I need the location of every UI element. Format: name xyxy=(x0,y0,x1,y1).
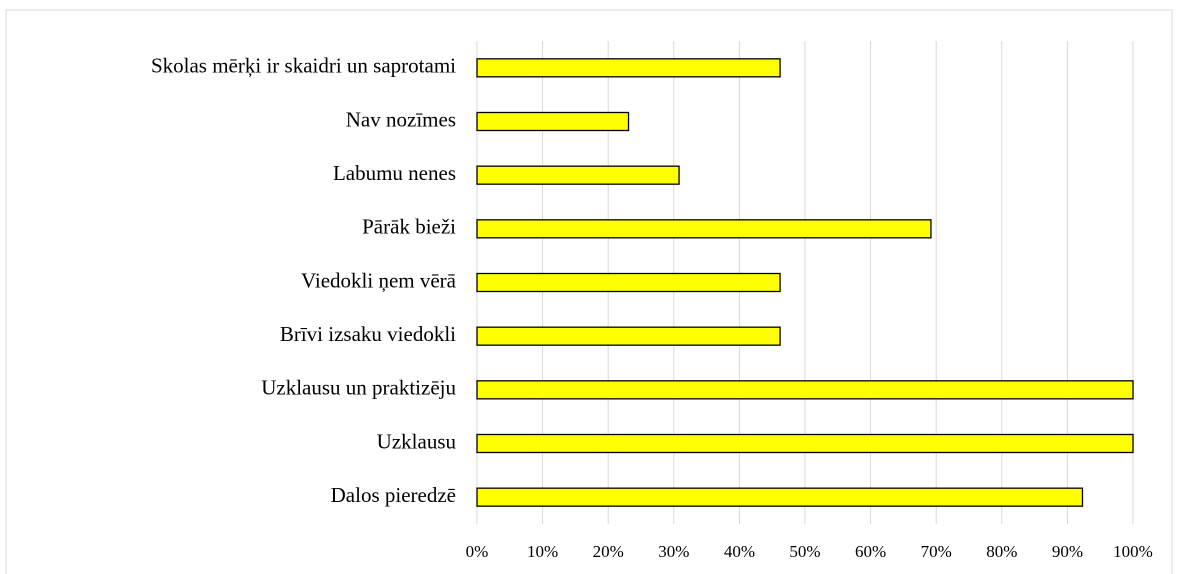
y-tick-label: Nav nozīmes xyxy=(346,107,456,131)
x-tick-label: 20% xyxy=(593,542,624,561)
y-tick-label: Labumu nenes xyxy=(333,161,456,185)
x-tick-label: 40% xyxy=(724,542,755,561)
x-tick-label: 90% xyxy=(1052,542,1083,561)
y-tick-label: Uzklausu xyxy=(377,429,457,453)
bar xyxy=(476,487,1084,507)
x-tick-label: 30% xyxy=(658,542,689,561)
bar xyxy=(476,219,932,239)
y-tick-label: Uzklausu un praktizēju xyxy=(261,376,456,400)
x-tick-label: 70% xyxy=(921,542,952,561)
bar xyxy=(476,433,1134,454)
chart-frame xyxy=(5,9,1173,574)
y-tick-label: Brīvi izsaku viedokli xyxy=(280,322,456,346)
y-tick-label: Dalos pieredzē xyxy=(331,483,456,507)
bar xyxy=(476,58,781,78)
y-tick-label: Pārāk bieži xyxy=(362,215,456,239)
x-tick-label: 50% xyxy=(789,542,820,561)
bar xyxy=(476,111,630,132)
x-tick-label: 60% xyxy=(855,542,886,561)
bar xyxy=(476,272,781,293)
x-tick-label: 100% xyxy=(1113,542,1153,561)
x-tick-label: 0% xyxy=(466,542,489,561)
bar xyxy=(476,165,680,185)
bar xyxy=(476,326,781,346)
x-tick-label: 10% xyxy=(527,542,558,561)
y-tick-label: Skolas mērķi ir skaidri un saprotami xyxy=(151,54,456,78)
x-tick-label: 80% xyxy=(986,542,1017,561)
y-tick-label: Viedokli ņem vērā xyxy=(301,268,457,292)
bar xyxy=(476,380,1134,400)
